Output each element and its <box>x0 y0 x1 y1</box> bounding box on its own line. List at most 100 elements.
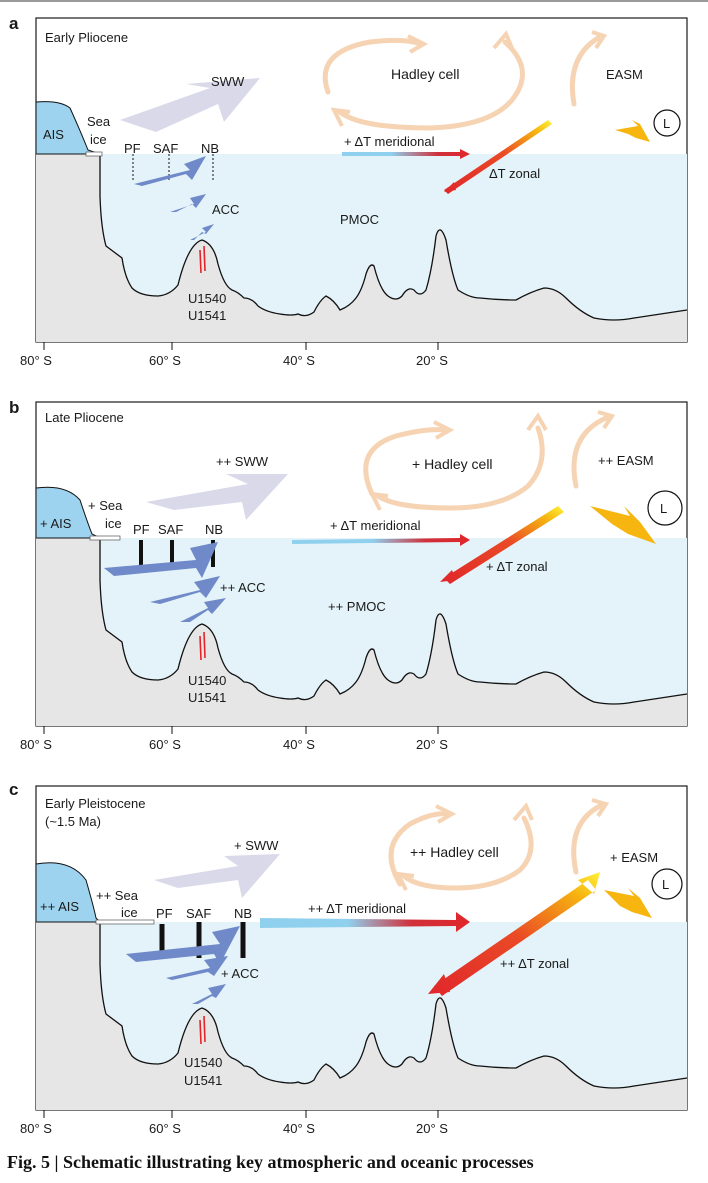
seafloor <box>36 922 687 1110</box>
sea-ice-label: ++ Sea <box>96 888 139 903</box>
seafloor <box>36 538 687 726</box>
site-u1540-label: U1540 <box>188 673 226 688</box>
acc-arrow-1 <box>104 542 218 578</box>
panel-c-letter: c <box>9 780 19 799</box>
site-u1540-label: U1540 <box>188 291 226 306</box>
sea-ice-label-2: ice <box>90 132 107 147</box>
front-saf-label: SAF <box>158 522 183 537</box>
x-tick-label: 20° S <box>416 737 448 752</box>
sea-ice-label-2: ice <box>105 516 122 531</box>
sww-arrow <box>146 474 288 520</box>
easm-arrow <box>615 120 650 142</box>
x-tick-label: 60° S <box>149 353 181 368</box>
hadley-arrow-upper <box>322 37 423 95</box>
sea-ice-shelf <box>95 919 155 925</box>
panel-title: Early Pleistocene <box>45 796 145 811</box>
front-pf-label: PF <box>133 522 150 537</box>
easm-label: ++ EASM <box>598 453 654 468</box>
meridional-arrow <box>260 912 470 932</box>
acc-arrow-3 <box>192 984 226 1004</box>
x-tick-label: 60° S <box>149 1121 181 1136</box>
meridional-label: + ΔT meridional <box>330 518 421 533</box>
low-pressure-circle <box>653 109 681 137</box>
ais-label: ++ AIS <box>40 899 79 914</box>
panel-title: Early Pliocene <box>45 30 128 45</box>
hadley-label: Hadley cell <box>391 66 459 82</box>
x-tick-label: 40° S <box>283 353 315 368</box>
zonal-label: + ΔT zonal <box>486 559 548 574</box>
meridional-label: ++ ΔT meridional <box>308 901 406 916</box>
x-tick-label: 40° S <box>283 737 315 752</box>
easm-loop-arrow <box>571 803 603 875</box>
hadley-arrow-upper <box>363 427 449 497</box>
sea-ice-label-2: ice <box>121 905 138 920</box>
front-saf-label: SAF <box>186 906 211 921</box>
hadley-label: ++ Hadley cell <box>410 844 499 860</box>
ice-sheet <box>35 101 101 155</box>
pmoc-label: ++ PMOC <box>328 599 386 614</box>
hadley-arrow-upper <box>388 811 451 887</box>
acc-arrow-2 <box>150 576 220 604</box>
meridional-label: + ΔT meridional <box>344 134 435 149</box>
front-pf-label: PF <box>124 141 141 156</box>
easm-loop-arrowhead <box>591 30 608 50</box>
panel-a-letter: a <box>9 14 19 33</box>
zonal-arrow <box>428 872 600 996</box>
hadley-arrow-lower <box>401 815 534 891</box>
panel-a: Early Pliocene AIS Sea ice SWW PF SAF NB… <box>20 17 688 368</box>
easm-arrow <box>590 506 656 544</box>
x-tick-label: 40° S <box>283 1121 315 1136</box>
pmoc-label: PMOC <box>340 212 379 227</box>
panel-b-letter: b <box>9 398 20 417</box>
acc-arrow-2 <box>166 956 228 980</box>
meridional-arrow <box>342 149 470 159</box>
hadley-arrowhead-lower <box>394 871 415 891</box>
acc-arrow-3 <box>190 224 214 240</box>
zonal-arrow <box>440 506 564 584</box>
seafloor-outline <box>99 922 688 1089</box>
front-nb-label: NB <box>201 141 219 156</box>
seafloor-outline <box>99 154 688 321</box>
sww-label: ++ SWW <box>216 454 269 469</box>
meridional-arrow <box>292 534 470 546</box>
low-pressure-circle <box>651 868 683 900</box>
acc-label: + ACC <box>221 966 259 981</box>
hadley-arrowhead-right <box>526 412 548 432</box>
front-saf-label: SAF <box>153 141 178 156</box>
acc-arrow-3 <box>180 598 226 622</box>
ice-sheet <box>35 862 102 923</box>
hadley-arrowhead-upper <box>433 420 455 440</box>
hadley-arrowhead-lower <box>368 491 389 511</box>
ais-label: + AIS <box>40 516 72 531</box>
ais-label: AIS <box>43 127 64 142</box>
zonal-label: ++ ΔT zonal <box>500 956 569 971</box>
zonal-label: ΔT zonal <box>489 166 540 181</box>
x-tick-label: 80° S <box>20 1121 52 1136</box>
hadley-arrowhead-upper <box>435 804 457 824</box>
ice-sheet <box>35 486 101 539</box>
easm-loop-arrow <box>569 35 601 107</box>
front-pf-label: PF <box>156 906 173 921</box>
site-u1541-label: U1541 <box>188 690 226 705</box>
low-pressure-label: L <box>662 877 669 892</box>
x-tick-label: 20° S <box>416 1121 448 1136</box>
acc-label: ++ ACC <box>220 580 266 595</box>
site-u1541-label: U1541 <box>188 308 226 323</box>
core-marks <box>199 631 206 661</box>
front-nb-label: NB <box>234 906 252 921</box>
x-tick-label: 60° S <box>149 737 181 752</box>
seafloor <box>36 154 687 342</box>
easm-label: + EASM <box>610 850 658 865</box>
easm-loop-arrow <box>571 415 609 489</box>
sww-label: + SWW <box>234 838 279 853</box>
site-u1541-label: U1541 <box>184 1073 222 1088</box>
low-pressure-label: L <box>660 501 667 516</box>
sea-ice-shelf <box>89 535 121 541</box>
hadley-label: + Hadley cell <box>412 456 493 472</box>
x-tick-label: 20° S <box>416 353 448 368</box>
hadley-arrow-lower <box>337 39 525 131</box>
x-tick-label: 80° S <box>20 353 52 368</box>
sww-arrow <box>154 854 280 898</box>
top-rule <box>0 0 708 2</box>
panel-title: Late Pliocene <box>45 410 124 425</box>
